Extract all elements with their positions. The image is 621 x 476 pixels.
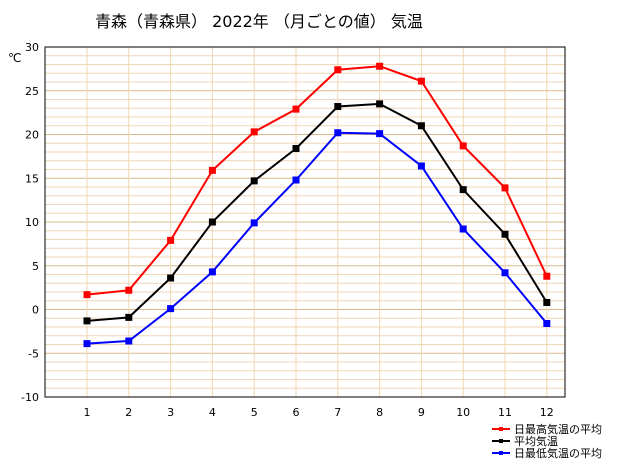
x-tick-label: 12 [540, 406, 554, 419]
data-point-marker [501, 269, 509, 277]
x-tick-label: 6 [293, 406, 300, 419]
x-tick-label: 4 [209, 406, 216, 419]
data-point-marker [125, 313, 133, 321]
data-point-marker [417, 122, 425, 130]
data-point-marker [543, 320, 551, 327]
data-point-marker [167, 305, 175, 313]
series-2 [83, 100, 551, 325]
x-tick-label: 11 [498, 406, 512, 419]
data-point-marker [543, 299, 551, 306]
series-line [86, 131, 548, 345]
grid-lines [45, 47, 565, 397]
x-tick-label: 9 [418, 406, 425, 419]
data-point-marker [83, 340, 91, 348]
data-point-marker [459, 225, 467, 233]
data-point-marker [167, 236, 175, 244]
legend-marker [499, 439, 503, 443]
y-tick-label: 20 [25, 129, 39, 142]
data-point-marker [125, 286, 133, 294]
legend-label: 日最低気温の平均 [514, 446, 602, 460]
x-tick-label: 5 [251, 406, 258, 419]
chart-title: 青森（青森県） 2022年 （月ごとの値） 気温 [95, 12, 423, 31]
data-point-marker [376, 130, 384, 138]
data-point-marker [334, 103, 342, 110]
data-point-marker [501, 184, 509, 192]
x-tick-label: 10 [456, 406, 470, 419]
legend-label: 日最高気温の平均 [514, 422, 602, 436]
x-tick-label: 1 [84, 406, 91, 419]
x-tick-label: 3 [167, 406, 174, 419]
data-point-marker [292, 176, 300, 184]
data-point-marker [292, 145, 300, 152]
data-point-marker [292, 105, 300, 113]
y-tick-label: -5 [28, 347, 39, 360]
data-point-marker [543, 272, 551, 280]
series-1 [83, 62, 551, 299]
y-tick-label: 15 [25, 172, 39, 185]
data-point-marker [417, 77, 425, 85]
legend-label: 平均気温 [514, 434, 558, 448]
data-point-marker [208, 268, 216, 276]
x-tick-label: 8 [376, 406, 383, 419]
series-layer [83, 62, 551, 348]
y-tick-label: 5 [32, 260, 39, 273]
data-point-marker [250, 219, 258, 227]
data-point-marker [250, 128, 258, 136]
y-tick-label: -10 [21, 391, 39, 404]
legend-item-3: 日最低気温の平均 [492, 446, 602, 460]
data-point-marker [250, 177, 258, 185]
data-point-marker [417, 162, 425, 170]
data-point-marker [83, 317, 91, 325]
data-point-marker [376, 100, 384, 108]
data-point-marker [376, 62, 384, 70]
data-point-marker [334, 129, 342, 137]
plot-frame [44, 46, 566, 398]
y-axis-unit-label: ℃ [8, 51, 21, 65]
data-point-marker [459, 142, 467, 150]
y-tick-label: 30 [25, 41, 39, 54]
y-tick-label: 25 [25, 85, 39, 98]
legend-marker [499, 451, 503, 455]
series-3 [83, 129, 551, 348]
data-point-marker [125, 337, 133, 345]
data-point-marker [208, 166, 216, 174]
data-point-marker [501, 230, 509, 238]
x-tick-label: 2 [125, 406, 132, 419]
data-point-marker [459, 186, 467, 194]
x-tick-label: 7 [334, 406, 341, 419]
y-tick-label: 10 [25, 216, 39, 229]
series-line [86, 102, 548, 322]
legend-item-2: 平均気温 [492, 434, 558, 448]
y-tick-label: 0 [32, 304, 39, 317]
legend-item-1: 日最高気温の平均 [492, 422, 602, 436]
series-line [86, 65, 548, 296]
data-point-marker [83, 291, 91, 299]
data-point-marker [208, 218, 216, 226]
legend-marker [499, 427, 503, 431]
data-point-marker [334, 66, 342, 74]
data-point-marker [167, 274, 175, 282]
